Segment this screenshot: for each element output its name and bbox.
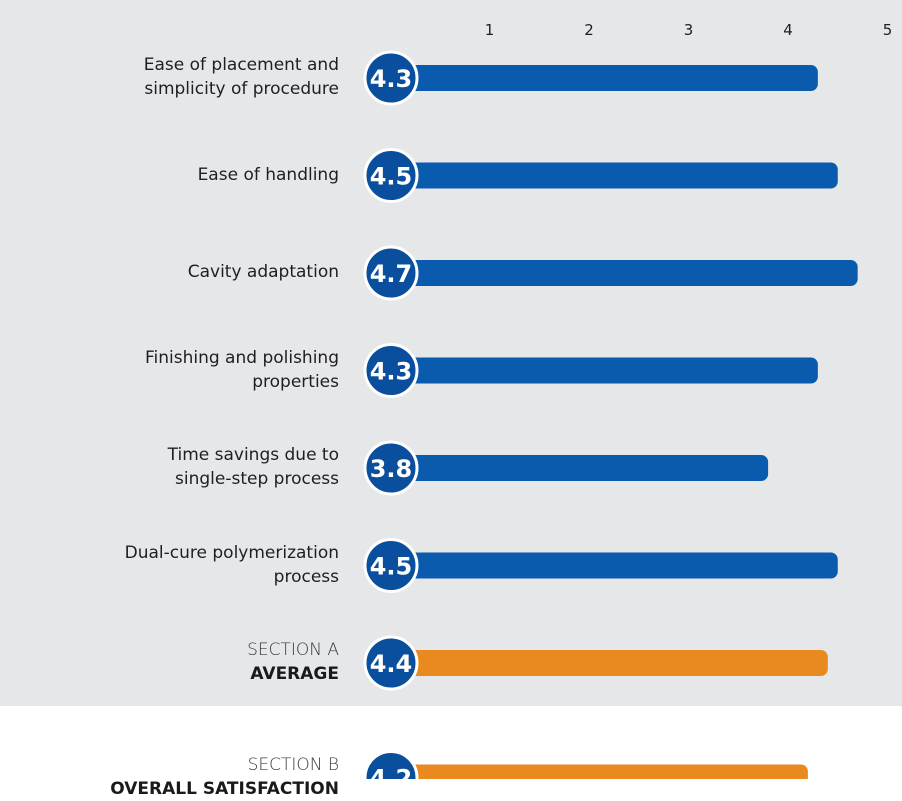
value-label: 4.5 xyxy=(370,163,413,191)
row-label-line: Cavity adaptation xyxy=(187,262,339,282)
value-label: 4.4 xyxy=(370,650,413,678)
row-label-line: Dual-cure polymerization xyxy=(124,542,339,563)
value-label: 4.3 xyxy=(370,65,413,93)
x-tick-label: 3 xyxy=(684,21,694,39)
row-label-line: Ease of handling xyxy=(197,164,339,185)
value-badge xyxy=(363,750,419,779)
value-badge xyxy=(363,343,419,398)
value-badge xyxy=(363,245,419,301)
x-axis-ticks: 1 2 3 4 5 xyxy=(485,21,893,39)
section-summary-label: OVERALL SATISFACTION xyxy=(110,778,339,799)
bar xyxy=(391,552,838,579)
value-badge xyxy=(363,635,419,691)
section-summary-label: AVERAGE xyxy=(250,664,339,684)
row-label: Dual-cure polymerization process xyxy=(125,541,339,589)
row-label-line: simplicity of procedure xyxy=(144,79,339,99)
row-label: Ease of placement and simplicity of proce… xyxy=(144,53,339,101)
bar xyxy=(391,650,828,676)
x-tick-label: 2 xyxy=(584,21,594,39)
value-badge xyxy=(363,538,419,593)
row-label-line: Time savings due to xyxy=(167,445,339,465)
row-label-line: single-step process xyxy=(175,469,339,489)
x-tick-label: 1 xyxy=(485,21,495,39)
row-label: Finishing and polishing properties xyxy=(145,346,339,394)
x-tick-label: 4 xyxy=(783,21,793,39)
row-label-line: Finishing and polishing xyxy=(144,347,339,368)
row-label-line: properties xyxy=(252,371,339,392)
row-label: SECTION B OVERALL SATISFACTION xyxy=(110,753,339,801)
bar xyxy=(391,764,808,779)
row-label: SECTION A AVERAGE xyxy=(247,638,339,686)
value-badge xyxy=(363,50,419,106)
bar xyxy=(391,162,838,189)
chart-panel-background xyxy=(0,0,902,706)
bar xyxy=(391,455,769,481)
value-label: 4.3 xyxy=(370,358,413,386)
bar xyxy=(391,357,818,384)
bar xyxy=(391,65,818,91)
row-label-line: process xyxy=(273,566,339,587)
value-badge xyxy=(363,440,419,496)
bars: 4.3 4.5 4.7 4.3 3.8 4.5 4.4 4.2 xyxy=(363,50,858,780)
section-label: SECTION B xyxy=(247,754,339,775)
row-label: Ease of handling xyxy=(198,163,339,187)
bar xyxy=(391,260,858,286)
row-label-line: Ease of placement and xyxy=(143,55,339,75)
value-badge xyxy=(363,148,419,203)
value-label: 4.5 xyxy=(370,553,413,581)
row-label: Cavity adaptation xyxy=(188,260,339,284)
value-label: 4.7 xyxy=(370,260,413,288)
value-label: 3.8 xyxy=(370,455,413,483)
x-tick-label: 5 xyxy=(883,21,893,39)
section-label: SECTION A xyxy=(247,640,339,660)
value-label: 4.2 xyxy=(370,765,413,780)
chart: 1 2 3 4 5 4.3 4.5 4.7 4.3 3.8 4.5 4.4 4.2 xyxy=(0,0,902,779)
row-label: Time savings due to single-step process xyxy=(168,443,339,491)
